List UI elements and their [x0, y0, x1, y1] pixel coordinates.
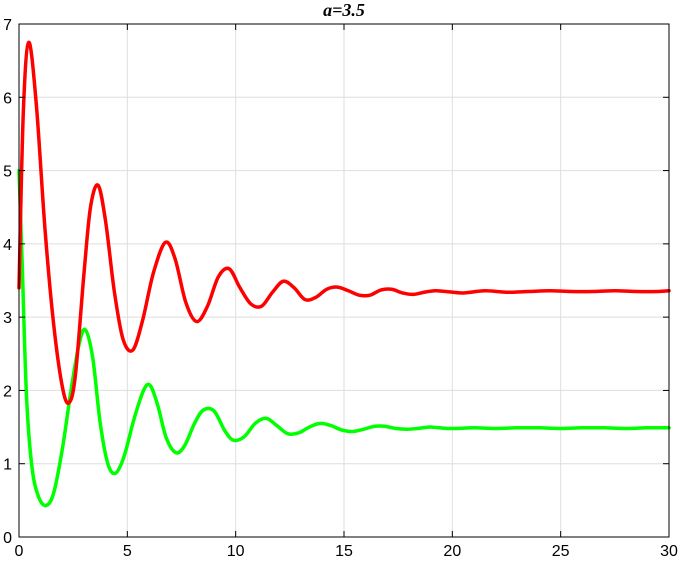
red-series-line: [17, 40, 671, 406]
y-tick-label: 5: [3, 164, 12, 181]
x-tick-label: 5: [123, 543, 132, 560]
x-tick-label: 15: [335, 543, 353, 560]
y-tick-label: 4: [3, 237, 12, 254]
y-tick-label: 6: [3, 90, 12, 107]
chart-title: a=3.5: [323, 0, 365, 20]
x-tick-label: 25: [552, 543, 570, 560]
x-tick-label: 20: [443, 543, 461, 560]
y-tick-label: 7: [3, 17, 12, 34]
y-tick-label: 1: [3, 457, 12, 474]
grid-lines: [18, 23, 670, 538]
axis-ticks: 0 5 10 15 20 25 30 0 1 2 3 4 5 6 7: [3, 17, 678, 560]
y-tick-label: 0: [3, 530, 12, 547]
x-tick-label: 10: [227, 543, 245, 560]
plot-series: [17, 40, 671, 508]
x-tick-label: 30: [660, 543, 678, 560]
y-tick-label: 3: [3, 310, 12, 327]
y-tick-label: 2: [3, 383, 12, 400]
x-tick-label: 0: [15, 543, 24, 560]
